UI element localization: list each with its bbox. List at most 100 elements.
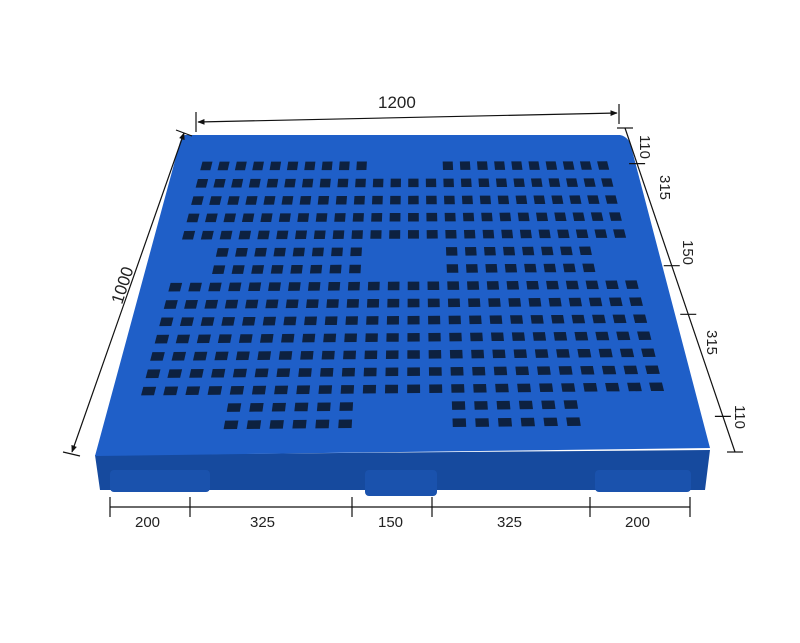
grid-hole [551, 314, 565, 324]
grid-hole [530, 315, 544, 324]
grid-hole [407, 367, 420, 376]
grid-hole [185, 386, 201, 396]
dim-line-width [71, 132, 185, 453]
grid-hole [450, 367, 464, 376]
grid-hole [601, 365, 617, 375]
grid-hole [633, 314, 648, 323]
grid-hole [242, 316, 256, 326]
grid-hole [493, 366, 508, 376]
grid-hole [407, 350, 420, 359]
grid-hole [213, 178, 226, 188]
grid-hole [590, 212, 604, 221]
grid-hole [205, 213, 218, 223]
grid-hole [390, 195, 401, 205]
grid-hole [356, 161, 367, 171]
dim-label-right-1: 110 [636, 135, 653, 159]
grid-hole [482, 229, 495, 239]
grid-hole [281, 333, 295, 343]
grid-hole [219, 230, 233, 240]
grid-hole [273, 247, 286, 257]
grid-hole [345, 316, 359, 325]
grid-hole [290, 264, 303, 274]
grid-hole [534, 349, 549, 358]
grid-hole [489, 315, 503, 324]
grid-hole [193, 351, 208, 361]
grid-hole [304, 161, 316, 171]
grid-hole [316, 402, 331, 412]
grid-hole [327, 281, 341, 291]
grid-hole [167, 369, 183, 378]
grid-hole [223, 420, 239, 430]
grid-hole [574, 331, 589, 341]
grid-hole [429, 384, 443, 393]
grid-hole [447, 298, 461, 308]
grid-hole [479, 195, 492, 205]
grid-hole [150, 352, 165, 361]
grid-hole [307, 282, 321, 291]
grid-hole [470, 332, 483, 342]
grid-hole [296, 385, 311, 395]
grid-hole [408, 195, 419, 205]
grid-hole [449, 332, 462, 342]
grid-hole [538, 229, 551, 239]
grid-hole [545, 161, 558, 170]
grid-hole [488, 298, 501, 307]
dim-label-front-2: 325 [250, 514, 275, 531]
grid-hole [541, 246, 554, 256]
grid-hole [560, 246, 573, 256]
grid-hole [337, 178, 349, 188]
grid-hole [530, 178, 543, 187]
grid-hole [571, 314, 586, 324]
grid-hole [649, 382, 665, 392]
dim-label-right-5: 110 [731, 405, 748, 429]
grid-hole [238, 334, 253, 343]
grid-hole [227, 196, 240, 205]
grid-hole [562, 263, 576, 273]
grid-hole [238, 230, 252, 240]
grid-hole [595, 331, 610, 341]
grid-hole [494, 161, 506, 170]
grid-hole [579, 161, 592, 170]
grid-hole [553, 332, 568, 341]
grid-hole [449, 349, 463, 359]
grid-hole [483, 246, 496, 256]
grid-hole [504, 263, 518, 273]
grid-hole [366, 298, 380, 308]
grid-hole [269, 420, 284, 429]
grid-hole [386, 333, 399, 342]
grid-hole [629, 297, 643, 306]
grid-hole [270, 265, 284, 274]
grid-hole [346, 299, 360, 308]
grid-hole [623, 365, 639, 375]
grid-hole [637, 331, 652, 340]
grid-hole [407, 315, 420, 325]
grid-hole [344, 333, 358, 343]
grid-hole [355, 178, 366, 188]
grid-hole [445, 247, 458, 256]
grid-hole [471, 349, 485, 359]
grid-hole [251, 385, 267, 395]
grid-hole [362, 384, 377, 394]
grid-hole [212, 265, 226, 274]
grid-hole [278, 213, 291, 222]
grid-hole [317, 196, 330, 205]
grid-hole [451, 384, 465, 393]
grid-hole [163, 386, 179, 396]
grid-hole [188, 282, 202, 292]
grid-hole [460, 178, 472, 188]
grid-hole [605, 280, 619, 290]
grid-hole [518, 400, 533, 410]
grid-hole [257, 230, 270, 240]
grid-hole [563, 400, 579, 409]
grid-hole [461, 195, 473, 205]
grid-hole [276, 368, 291, 378]
dim-label-right-3: 150 [679, 240, 696, 265]
grid-hole [302, 333, 316, 343]
grid-hole [324, 316, 338, 326]
grid-hole [463, 229, 476, 239]
grid-hole [496, 400, 511, 410]
grid-hole [228, 282, 242, 292]
grid-hole [217, 161, 230, 171]
grid-hole [605, 382, 620, 392]
grid-hole [209, 196, 222, 205]
